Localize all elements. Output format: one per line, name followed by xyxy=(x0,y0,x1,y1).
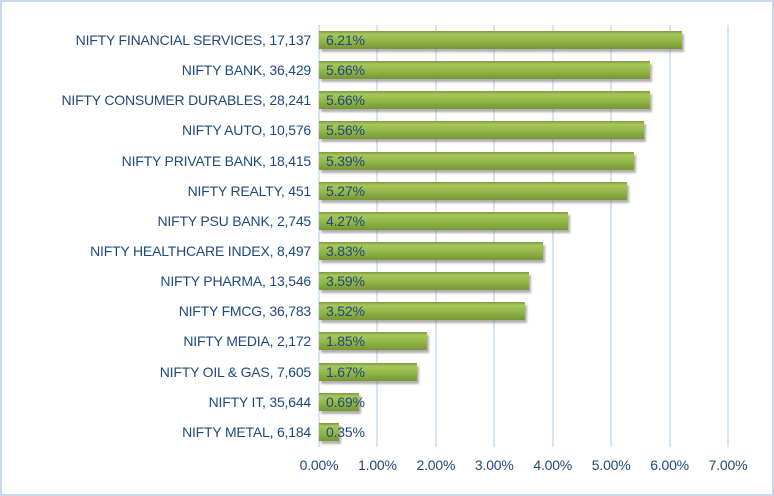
gridline xyxy=(493,25,496,447)
bar-value-label: 6.21% xyxy=(326,32,365,49)
x-tick-label: 5.00% xyxy=(591,457,631,473)
bar-value-label: 0.69% xyxy=(326,393,365,410)
bar xyxy=(319,151,634,170)
bar-zone: 1.67% xyxy=(319,357,728,387)
bar-zone: 5.39% xyxy=(319,146,728,176)
category-label: NIFTY PSU BANK, 2,745 xyxy=(157,212,312,229)
category-label: NIFTY IT, 35,644 xyxy=(208,393,312,410)
bar-value-label: 3.59% xyxy=(326,273,365,290)
gridline xyxy=(668,25,671,447)
gridline xyxy=(610,25,613,447)
category-label: NIFTY AUTO, 10,576 xyxy=(182,122,311,139)
bar-zone: 5.27% xyxy=(319,176,728,206)
x-tick-label: 4.00% xyxy=(533,457,573,473)
bar-zone: 3.52% xyxy=(319,296,728,326)
x-tick-label: 7.00% xyxy=(708,457,748,473)
bar-zone: 4.27% xyxy=(319,206,728,236)
bar-zone: 0.69% xyxy=(319,387,728,417)
x-tick-label: 2.00% xyxy=(416,457,456,473)
bar xyxy=(319,181,627,200)
x-tick-label: 0.00% xyxy=(299,457,339,473)
category-label: NIFTY HEALTHCARE INDEX, 8,497 xyxy=(90,243,311,260)
bar xyxy=(319,242,543,261)
gridline xyxy=(376,25,379,447)
category-label: NIFTY CONSUMER DURABLES, 28,241 xyxy=(61,92,311,109)
chart-row: NIFTY FINANCIAL SERVICES, 17,137 6.21% xyxy=(2,25,728,55)
bar xyxy=(319,332,428,351)
chart-row: NIFTY REALTY, 451 5.27% xyxy=(2,176,728,206)
bar-value-label: 5.27% xyxy=(326,182,365,199)
x-tick-label: 3.00% xyxy=(474,457,514,473)
chart-row: NIFTY FMCG, 36,783 3.52% xyxy=(2,296,728,326)
category-label: NIFTY METAL, 6,184 xyxy=(182,423,311,440)
bar-zone: 1.85% xyxy=(319,326,728,356)
chart-row: NIFTY OIL & GAS, 7,605 1.67% xyxy=(2,357,728,387)
chart-row: NIFTY PSU BANK, 2,745 4.27% xyxy=(2,206,728,236)
bar-zone: 0.35% xyxy=(319,417,728,447)
bar-zone: 5.66% xyxy=(319,55,728,85)
bar xyxy=(319,211,569,230)
category-label: NIFTY MEDIA, 2,172 xyxy=(183,333,311,350)
bar xyxy=(319,302,525,321)
bar-zone: 3.59% xyxy=(319,266,728,296)
chart-row: NIFTY BANK, 36,429 5.66% xyxy=(2,55,728,85)
x-tick-label: 1.00% xyxy=(358,457,397,473)
chart-row: NIFTY PRIVATE BANK, 18,415 5.39% xyxy=(2,146,728,176)
bar-rows: NIFTY FINANCIAL SERVICES, 17,137 6.21% N… xyxy=(2,25,728,447)
bar xyxy=(319,362,417,381)
bar-value-label: 1.67% xyxy=(326,363,365,380)
chart-row: NIFTY CONSUMER DURABLES, 28,241 5.66% xyxy=(2,85,728,115)
bar-value-label: 5.39% xyxy=(326,152,365,169)
bar-zone: 6.21% xyxy=(319,25,728,55)
bar-value-label: 3.52% xyxy=(326,303,365,320)
bar xyxy=(319,392,360,411)
gridline xyxy=(318,25,320,447)
bar-value-label: 1.85% xyxy=(326,333,365,350)
bar-zone: 5.66% xyxy=(319,85,728,115)
gridline xyxy=(727,25,729,447)
category-label: NIFTY OIL & GAS, 7,605 xyxy=(159,363,311,380)
category-label: NIFTY FMCG, 36,783 xyxy=(178,303,311,320)
bar xyxy=(319,121,644,140)
x-axis: 0.00% 1.00% 2.00% 3.00% 4.00% 5.00% 6.00% 7.00% xyxy=(300,457,748,477)
bar-value-label: 4.27% xyxy=(326,212,365,229)
category-label: NIFTY PHARMA, 13,546 xyxy=(160,273,311,290)
category-label: NIFTY PRIVATE BANK, 18,415 xyxy=(121,152,312,169)
category-label: NIFTY BANK, 36,429 xyxy=(181,62,311,79)
bar-zone: 3.83% xyxy=(319,236,728,266)
bar xyxy=(319,422,340,441)
chart-row: NIFTY METAL, 6,184 0.35% xyxy=(2,417,728,447)
chart-row: NIFTY HEALTHCARE INDEX, 8,497 3.83% xyxy=(2,236,728,266)
category-label: NIFTY REALTY, 451 xyxy=(187,182,312,199)
chart-row: NIFTY PHARMA, 13,546 3.59% xyxy=(2,266,728,296)
bar-zone: 5.56% xyxy=(319,115,728,145)
bar xyxy=(319,272,529,291)
chart-row: NIFTY IT, 35,644 0.69% xyxy=(2,387,728,417)
chart-row: NIFTY MEDIA, 2,172 1.85% xyxy=(2,326,728,356)
category-label: NIFTY FINANCIAL SERVICES, 17,137 xyxy=(75,32,312,49)
chart-row: NIFTY AUTO, 10,576 5.56% xyxy=(2,115,728,145)
gridline xyxy=(551,25,554,447)
bar-value-label: 5.56% xyxy=(326,122,365,139)
bar xyxy=(319,91,650,110)
bar-value-label: 5.66% xyxy=(326,62,365,79)
bar-value-label: 3.83% xyxy=(326,243,365,260)
bar xyxy=(319,61,650,80)
bar xyxy=(319,31,682,50)
x-tick-label: 6.00% xyxy=(650,457,689,473)
bar-value-label: 5.66% xyxy=(326,92,365,109)
plot-area xyxy=(318,25,729,447)
gridline xyxy=(434,25,437,447)
bar-value-label: 0.35% xyxy=(326,423,365,440)
